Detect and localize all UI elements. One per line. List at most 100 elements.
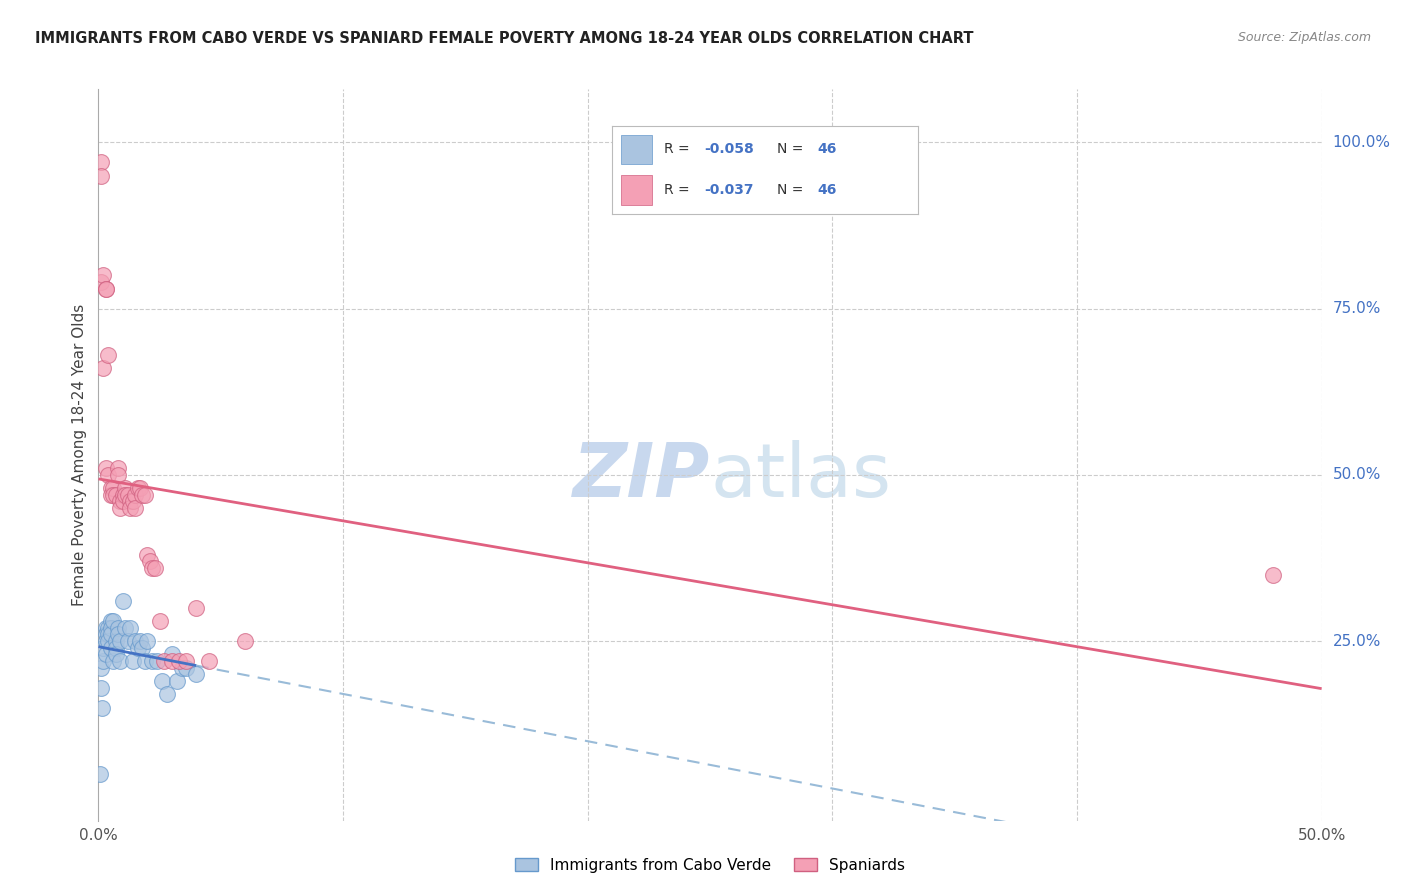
Point [114, 488, 136, 502]
Point [111, 494, 134, 508]
Point [143, 561, 166, 575]
Point [110, 654, 132, 668]
Text: Source: ZipAtlas.com: Source: ZipAtlas.com [1237, 31, 1371, 45]
Text: 50.0%: 50.0% [1333, 467, 1381, 483]
Point [91, 700, 114, 714]
Point [129, 634, 152, 648]
Text: ZIP: ZIP [572, 441, 710, 514]
Point [166, 673, 188, 688]
Point [100, 621, 122, 635]
Point [167, 654, 190, 668]
Point [120, 494, 142, 508]
Point [136, 548, 159, 562]
Point [131, 488, 153, 502]
Legend: Immigrants from Cabo Verde, Spaniards: Immigrants from Cabo Verde, Spaniards [509, 852, 911, 879]
Point [153, 654, 176, 668]
Point [91, 640, 114, 655]
Point [156, 687, 179, 701]
Point [141, 561, 163, 575]
Point [111, 488, 134, 502]
Point [94, 648, 117, 662]
Text: IMMIGRANTS FROM CABO VERDE VS SPANIARD FEMALE POVERTY AMONG 18-24 YEAR OLDS CORR: IMMIGRANTS FROM CABO VERDE VS SPANIARD F… [35, 31, 973, 46]
Text: R =: R = [664, 183, 695, 197]
Point [160, 654, 183, 668]
Point [111, 594, 134, 608]
Point [90, 155, 112, 169]
Bar [621, 135, 652, 164]
Point [107, 467, 129, 482]
Point [129, 481, 152, 495]
Point [94, 282, 117, 296]
Point [104, 488, 127, 502]
Point [124, 634, 146, 648]
Point [120, 501, 142, 516]
Point [110, 634, 132, 648]
Point [124, 501, 146, 516]
Y-axis label: Female Poverty Among 18-24 Year Olds: Female Poverty Among 18-24 Year Olds [72, 304, 87, 606]
Point [100, 481, 122, 495]
Point [127, 481, 149, 495]
Point [121, 654, 143, 668]
Point [90, 275, 112, 289]
Point [150, 673, 173, 688]
Point [97, 348, 120, 362]
Point [100, 627, 122, 641]
Text: N =: N = [778, 183, 808, 197]
Point [120, 621, 142, 635]
Point [139, 554, 162, 568]
Point [197, 654, 219, 668]
Point [91, 268, 114, 283]
Point [94, 627, 117, 641]
Point [97, 467, 120, 482]
Text: -0.058: -0.058 [704, 143, 754, 156]
Point [107, 621, 129, 635]
Point [176, 661, 198, 675]
Text: N =: N = [778, 143, 808, 156]
Point [107, 627, 129, 641]
Point [176, 654, 198, 668]
Bar [621, 175, 652, 205]
Point [100, 488, 122, 502]
Point [97, 634, 120, 648]
Point [160, 648, 183, 662]
Point [101, 481, 124, 495]
Point [127, 640, 149, 655]
Text: -0.037: -0.037 [704, 183, 754, 197]
Text: atlas: atlas [710, 441, 891, 514]
Text: 25.0%: 25.0% [1333, 633, 1381, 648]
Point [101, 654, 124, 668]
Point [121, 494, 143, 508]
Point [134, 488, 156, 502]
Point [110, 501, 132, 516]
Point [90, 661, 112, 675]
Point [131, 640, 153, 655]
Point [104, 634, 127, 648]
Point [94, 634, 117, 648]
Point [107, 461, 129, 475]
Point [136, 634, 159, 648]
Point [117, 634, 139, 648]
Point [186, 600, 208, 615]
Point [104, 640, 127, 655]
Point [90, 169, 112, 183]
Point [186, 667, 208, 681]
Point [124, 488, 146, 502]
Point [89, 767, 111, 781]
Point [101, 488, 124, 502]
Point [117, 488, 139, 502]
Point [114, 481, 136, 495]
Point [100, 640, 122, 655]
Point [1261, 567, 1284, 582]
Point [94, 282, 117, 296]
Point [100, 614, 122, 628]
Text: 46: 46 [817, 183, 837, 197]
Point [91, 361, 114, 376]
Point [114, 621, 136, 635]
Point [233, 634, 256, 648]
Point [94, 461, 117, 475]
Point [97, 627, 120, 641]
Text: 75.0%: 75.0% [1333, 301, 1381, 316]
Point [141, 654, 163, 668]
Text: R =: R = [664, 143, 695, 156]
Text: 46: 46 [817, 143, 837, 156]
